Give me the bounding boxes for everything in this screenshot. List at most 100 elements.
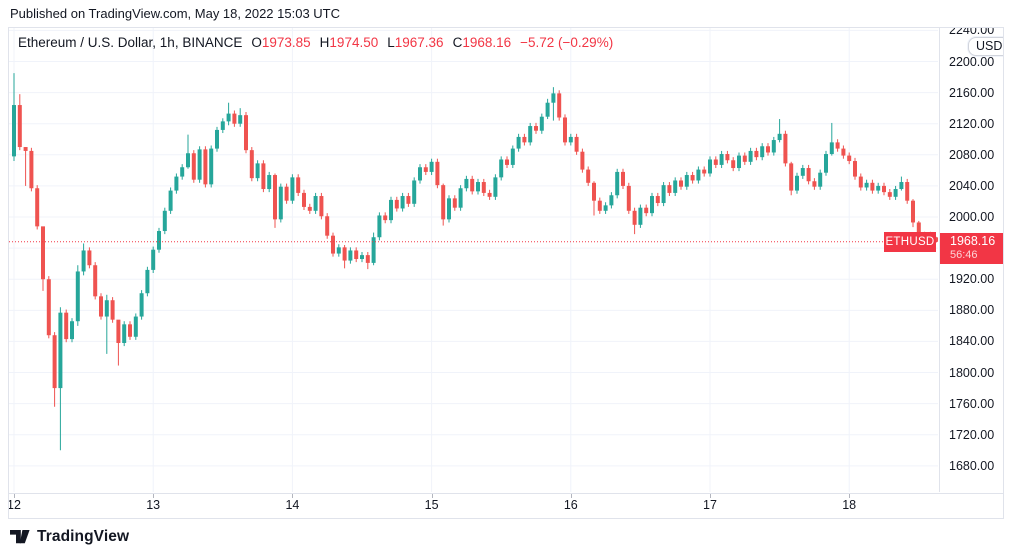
date-label: 15 <box>424 498 439 512</box>
price-tick-label: 1760.00 <box>949 396 995 411</box>
candle <box>244 112 248 154</box>
candle <box>887 189 892 200</box>
candle <box>702 166 707 177</box>
candle <box>406 192 411 207</box>
currency-toggle-button[interactable]: USD <box>968 37 1003 56</box>
price-pane[interactable] <box>9 28 938 492</box>
candle <box>145 266 150 297</box>
candle <box>800 164 805 179</box>
candle <box>766 143 770 156</box>
candle <box>806 164 811 185</box>
last-price-flag: ETHUSD <box>884 231 936 252</box>
candle <box>197 146 202 183</box>
candle <box>336 244 341 257</box>
candle <box>331 232 335 257</box>
price-tick-label: 1720.00 <box>949 427 995 442</box>
candle <box>75 265 80 326</box>
candle <box>644 204 649 217</box>
tradingview-logo[interactable]: TradingView <box>10 528 129 546</box>
chart-widget: Ethereum / U.S. Dollar, 1h, BINANCE O1973… <box>8 27 1004 519</box>
candle <box>476 178 480 195</box>
candle <box>412 177 417 207</box>
tradingview-logo-icon <box>10 530 30 544</box>
candle <box>133 313 138 340</box>
candle <box>168 187 173 214</box>
price-tick-label: 2040.00 <box>949 178 995 193</box>
price-tick-label: 2240.00 <box>949 28 995 38</box>
price-tick-label: 1880.00 <box>949 303 995 318</box>
candle <box>348 247 353 264</box>
candle <box>278 183 283 223</box>
candle <box>389 196 393 224</box>
candle <box>829 122 834 156</box>
candle <box>725 150 730 164</box>
price-tick-label: 1920.00 <box>949 272 995 287</box>
candle <box>52 332 57 407</box>
candle <box>325 213 330 239</box>
date-label: 16 <box>563 498 578 512</box>
candle <box>487 189 492 200</box>
candle <box>180 164 185 180</box>
time-tick <box>570 494 572 498</box>
time-scale[interactable]: 12 13 14 15 16 17 18 <box>8 493 1003 518</box>
candle <box>771 136 776 156</box>
candle <box>64 309 69 343</box>
candle <box>452 195 457 211</box>
price-tick-label: 1680.00 <box>949 458 995 473</box>
candlestick-chart[interactable] <box>9 28 938 492</box>
candle <box>23 147 28 186</box>
candle <box>615 168 620 199</box>
candle <box>46 276 51 339</box>
time-tick <box>431 494 433 498</box>
candle <box>220 118 225 134</box>
time-tick <box>710 494 711 498</box>
candle <box>690 171 695 184</box>
candle <box>597 197 602 214</box>
candle <box>580 148 585 173</box>
candle <box>87 247 92 269</box>
time-tick <box>292 494 294 498</box>
candle <box>17 94 22 151</box>
candle <box>418 164 422 184</box>
candle <box>638 204 643 228</box>
candle <box>365 252 370 270</box>
candle <box>354 247 359 263</box>
candle <box>238 108 243 127</box>
change-value: −5.72 (−0.29%) <box>520 35 614 50</box>
low-value: L1967.36 <box>387 35 444 50</box>
candle <box>684 171 689 190</box>
candle <box>545 98 550 120</box>
candle <box>400 192 405 212</box>
candle <box>499 156 504 181</box>
candle <box>911 199 915 228</box>
ohlc-legend: Ethereum / U.S. Dollar, 1h, BINANCE O1973… <box>18 35 613 50</box>
price-scale[interactable]: USD 1968.16 56:46 2240.00 2200.00 2160.00 2… <box>939 28 1003 492</box>
published-bar: Published on TradingView.com, May 18, 20… <box>0 0 1012 27</box>
footer: TradingView <box>0 519 1012 555</box>
price-tick-label: 2120.00 <box>949 116 995 131</box>
candle <box>708 156 712 177</box>
candle <box>313 192 318 214</box>
date-label: 18 <box>842 498 857 512</box>
candle <box>835 139 840 152</box>
candle <box>603 202 608 214</box>
candle <box>795 172 799 194</box>
candle <box>435 158 440 189</box>
candle <box>882 182 886 196</box>
candle <box>673 177 678 197</box>
candle <box>650 192 654 217</box>
date-label: 12 <box>8 498 21 512</box>
candle <box>29 147 34 192</box>
candle <box>534 122 538 134</box>
candle <box>261 160 266 193</box>
candle <box>70 318 74 343</box>
candle <box>226 102 231 126</box>
price-tick-label: 1840.00 <box>949 334 995 349</box>
candle <box>574 133 579 155</box>
symbol-title: Ethereum / U.S. Dollar, 1h, BINANCE <box>18 35 243 50</box>
published-text: Published on TradingView.com, May 18, 20… <box>10 6 341 21</box>
candle <box>632 207 637 235</box>
price-tick-label: 1800.00 <box>949 365 995 380</box>
time-tick <box>849 494 851 498</box>
candle <box>371 232 376 266</box>
